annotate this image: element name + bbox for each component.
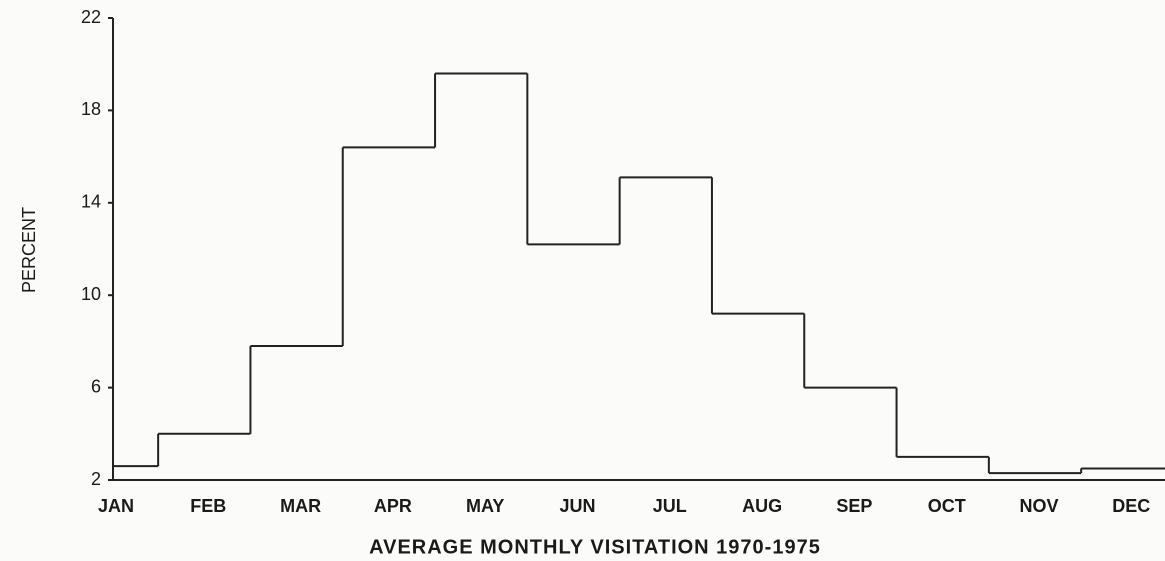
y-axis-label: PERCENT (19, 207, 39, 293)
x-tick-label: DEC (1112, 496, 1150, 516)
y-tick-label: 6 (91, 376, 101, 396)
chart-title: AVERAGE MONTHLY VISITATION 1970-1975 (369, 536, 821, 558)
x-tick-label: APR (374, 496, 412, 516)
y-tick-label: 14 (81, 192, 101, 212)
y-tick-label: 22 (81, 7, 101, 27)
y-tick-label: 2 (91, 469, 101, 489)
x-tick-label: OCT (928, 496, 966, 516)
x-tick-label: FEB (190, 496, 226, 516)
x-tick-label: MAY (466, 496, 504, 516)
x-tick-label: JUN (559, 496, 595, 516)
x-tick-label: JUL (653, 496, 687, 516)
x-tick-label: NOV (1019, 496, 1058, 516)
y-tick-label: 18 (81, 99, 101, 119)
x-tick-label: JAN (98, 496, 134, 516)
y-tick-label: 10 (81, 284, 101, 304)
x-tick-label: MAR (280, 496, 321, 516)
x-tick-label: SEP (836, 496, 872, 516)
x-tick-label: AUG (742, 496, 782, 516)
